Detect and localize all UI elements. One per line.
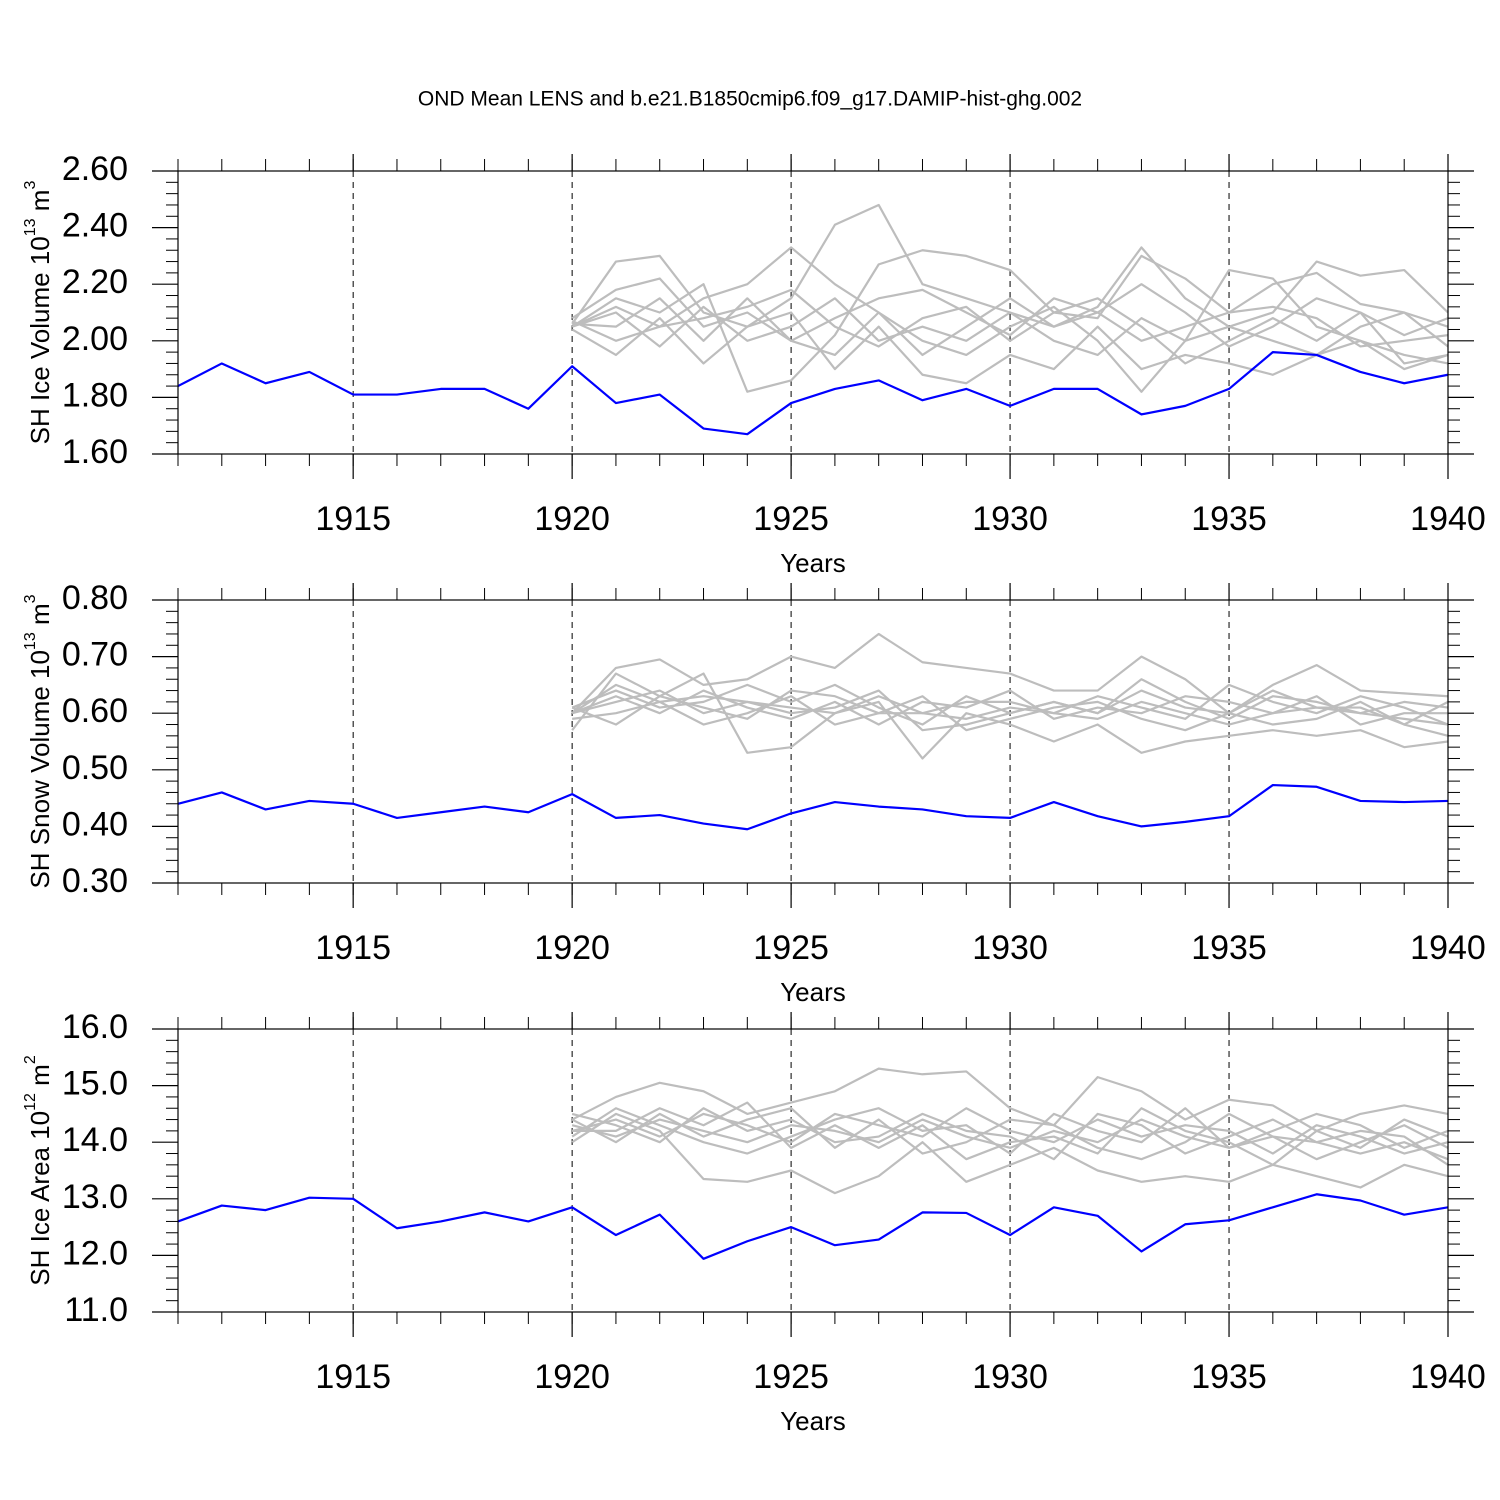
x-tick-label: 1930 [972,929,1048,967]
y-axis-label-exponent: 12 [22,1093,39,1111]
series-line [571,632,1449,715]
x-tick-label: 1940 [1410,500,1486,538]
y-tick-label: 1.60 [62,433,128,471]
x-tick-label: 1920 [534,929,610,967]
y-tick-label: 0.40 [62,805,128,843]
plot-frame [177,599,1449,884]
x-tick-label: 1925 [753,1358,829,1396]
y-axis-label-exponent: 13 [22,218,39,236]
series-line [571,249,1449,393]
x-tick-label: 1935 [1191,1358,1267,1396]
series-line [571,683,1449,732]
x-tick-label: 1940 [1410,1358,1486,1396]
panel: 1915 1920 1925 1930 1935 1940 Years 1.60 1.80 2.0… [22,150,1486,578]
panel: 1915 1920 1925 1930 1935 1940 Years 11.0 12.0 13.… [22,1008,1486,1436]
y-tick-label: 0.70 [62,636,128,674]
y-axis-label: SH Snow Volume 1013 m3 [22,594,55,888]
x-tick-label: 1940 [1410,929,1486,967]
series-line [571,1107,1449,1166]
y-axis-label-exponent: 3 [22,181,39,190]
y-tick-label: 16.0 [62,1008,128,1046]
y-axis-label-part: m [25,603,55,632]
x-tick-label: 1915 [315,1358,391,1396]
x-tick-label: 1915 [315,929,391,967]
x-axis-label: Years [780,1406,846,1436]
plot-frame [177,1028,1449,1313]
series-line [177,1193,1449,1260]
y-axis-label-part: SH Snow Volume 10 [25,650,55,888]
y-tick-label: 0.80 [62,579,128,617]
y-axis-label-part: SH Ice Volume 10 [25,236,55,444]
x-tick-label: 1930 [972,1358,1048,1396]
y-tick-label: 13.0 [62,1178,128,1216]
x-axis-label: Years [780,977,846,1007]
series-line [571,683,1449,726]
y-tick-label: 2.40 [62,207,128,245]
series-line [571,1107,1449,1155]
y-tick-label: 14.0 [62,1121,128,1159]
y-tick-label: 2.20 [62,263,128,301]
y-tick-label: 0.50 [62,749,128,787]
plot-frame [177,170,1449,455]
y-axis-label-exponent: 2 [22,1055,39,1064]
y-tick-label: 1.80 [62,376,128,414]
x-tick-label: 1930 [972,500,1048,538]
y-axis-label: SH Ice Area 1012 m2 [22,1055,55,1286]
series-line [571,695,1449,737]
series-line [571,297,1449,357]
panel: 1915 1920 1925 1930 1935 1940 Years 0.30 0.40 0.5… [22,579,1486,1007]
x-tick-label: 1935 [1191,929,1267,967]
y-axis-label: SH Ice Volume 1013 m3 [22,181,55,445]
y-axis-label-exponent: 13 [22,632,39,650]
x-tick-label: 1925 [753,929,829,967]
series-line [571,1107,1449,1161]
y-axis-label-exponent: 3 [22,594,39,603]
series-line [177,351,1449,436]
series-line [571,288,1449,365]
y-axis-label-part: m [25,1064,55,1093]
y-tick-label: 2.60 [62,150,128,188]
y-axis-label-part: SH Ice Area 10 [25,1111,55,1286]
series-line [572,1101,1449,1166]
x-tick-label: 1925 [753,500,829,538]
figure-title: OND Mean LENS and b.e21.B1850cmip6.f09_g… [418,88,1082,111]
x-tick-label: 1935 [1191,500,1267,538]
y-tick-label: 2.00 [62,320,128,358]
x-tick-label: 1920 [534,500,610,538]
series-line [571,311,1449,385]
series-line [571,672,1449,760]
y-tick-label: 15.0 [62,1065,128,1103]
x-axis-label: Years [780,548,846,578]
y-tick-label: 0.30 [62,862,128,900]
y-axis-label-part: m [25,190,55,219]
y-tick-label: 0.60 [62,692,128,730]
x-tick-label: 1920 [534,1358,610,1396]
series-line [177,783,1449,831]
series-line [571,1112,1449,1195]
series-line [571,277,1449,348]
series-line [571,1118,1449,1161]
y-tick-label: 12.0 [62,1234,128,1272]
series-line [571,1067,1449,1132]
series-line [571,246,1449,393]
x-tick-label: 1915 [315,500,391,538]
series-line [572,297,1449,357]
y-tick-label: 11.0 [64,1291,128,1329]
